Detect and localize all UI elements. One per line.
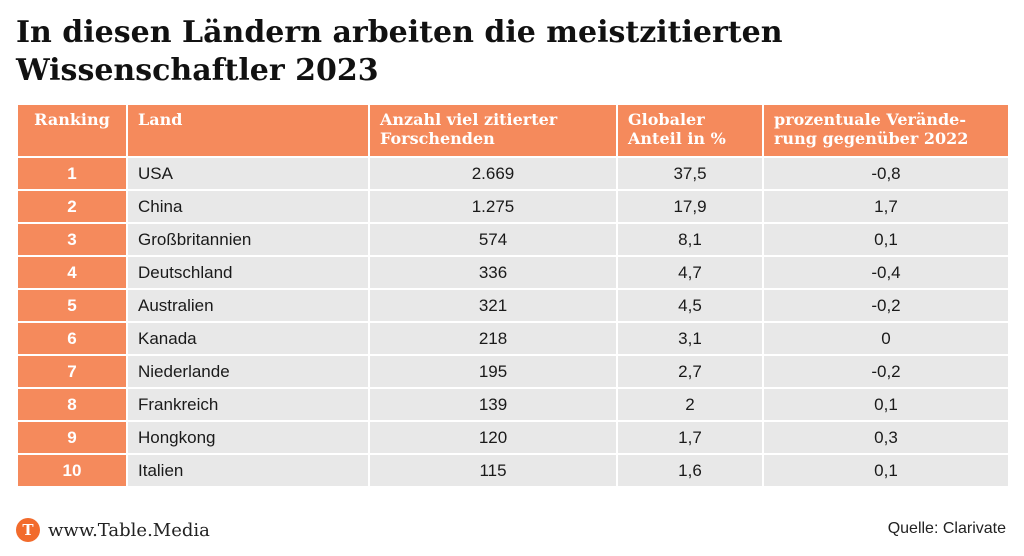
cell-ranking: 3 bbox=[18, 224, 126, 255]
cell-anteil: 1,7 bbox=[618, 422, 762, 453]
cell-anzahl: 115 bbox=[370, 455, 616, 486]
cell-land: Italien bbox=[128, 455, 368, 486]
cell-land: Großbritannien bbox=[128, 224, 368, 255]
data-table: Ranking Land Anzahl viel zitierter Forsc… bbox=[16, 103, 1010, 488]
table-row: 10 Italien 115 1,6 0,1 bbox=[18, 455, 1008, 486]
cell-anteil: 8,1 bbox=[618, 224, 762, 255]
cell-land: Hongkong bbox=[128, 422, 368, 453]
source-label: Quelle: bbox=[887, 520, 939, 537]
footer-brand: T www.Table.Media bbox=[16, 518, 210, 542]
table-row: 2 China 1.275 17,9 1,7 bbox=[18, 191, 1008, 222]
cell-veraenderung: -0,2 bbox=[764, 290, 1008, 321]
source-note: Quelle: Clarivate bbox=[888, 520, 1006, 538]
table-row: 7 Niederlande 195 2,7 -0,2 bbox=[18, 356, 1008, 387]
cell-anzahl: 218 bbox=[370, 323, 616, 354]
cell-ranking: 10 bbox=[18, 455, 126, 486]
cell-veraenderung: 0,1 bbox=[764, 224, 1008, 255]
header-anteil: Globaler Anteil in % bbox=[618, 105, 762, 156]
cell-anzahl: 120 bbox=[370, 422, 616, 453]
cell-anteil: 3,1 bbox=[618, 323, 762, 354]
cell-anzahl: 195 bbox=[370, 356, 616, 387]
cell-land: Niederlande bbox=[128, 356, 368, 387]
cell-ranking: 9 bbox=[18, 422, 126, 453]
cell-ranking: 2 bbox=[18, 191, 126, 222]
cell-land: China bbox=[128, 191, 368, 222]
cell-land: Kanada bbox=[128, 323, 368, 354]
cell-anzahl: 2.669 bbox=[370, 158, 616, 189]
chart-title: In diesen Ländern arbeiten die meistziti… bbox=[16, 15, 783, 88]
cell-anzahl: 336 bbox=[370, 257, 616, 288]
cell-anteil: 4,5 bbox=[618, 290, 762, 321]
cell-ranking: 8 bbox=[18, 389, 126, 420]
cell-anteil: 17,9 bbox=[618, 191, 762, 222]
cell-anteil: 4,7 bbox=[618, 257, 762, 288]
cell-land: USA bbox=[128, 158, 368, 189]
cell-anzahl: 1.275 bbox=[370, 191, 616, 222]
table-row: 4 Deutschland 336 4,7 -0,4 bbox=[18, 257, 1008, 288]
cell-anzahl: 321 bbox=[370, 290, 616, 321]
cell-veraenderung: 0,3 bbox=[764, 422, 1008, 453]
cell-ranking: 7 bbox=[18, 356, 126, 387]
site-url: www.Table.Media bbox=[48, 519, 210, 541]
cell-ranking: 4 bbox=[18, 257, 126, 288]
source-name: Clarivate bbox=[942, 520, 1006, 537]
cell-anzahl: 139 bbox=[370, 389, 616, 420]
cell-anteil: 1,6 bbox=[618, 455, 762, 486]
table-media-logo-icon: T bbox=[16, 518, 40, 542]
cell-anzahl: 574 bbox=[370, 224, 616, 255]
cell-anteil: 2,7 bbox=[618, 356, 762, 387]
cell-veraenderung: 0,1 bbox=[764, 389, 1008, 420]
table-row: 3 Großbritannien 574 8,1 0,1 bbox=[18, 224, 1008, 255]
cell-veraenderung: -0,4 bbox=[764, 257, 1008, 288]
cell-land: Australien bbox=[128, 290, 368, 321]
cell-veraenderung: 1,7 bbox=[764, 191, 1008, 222]
cell-land: Frankreich bbox=[128, 389, 368, 420]
header-anzahl: Anzahl viel zitierter Forschenden bbox=[370, 105, 616, 156]
table-body: 1 USA 2.669 37,5 -0,8 2 China 1.275 17,9 1,7 3 Groß… bbox=[18, 158, 1008, 486]
table-row: 9 Hongkong 120 1,7 0,3 bbox=[18, 422, 1008, 453]
table-row: 1 USA 2.669 37,5 -0,8 bbox=[18, 158, 1008, 189]
cell-anteil: 2 bbox=[618, 389, 762, 420]
table-row: 8 Frankreich 139 2 0,1 bbox=[18, 389, 1008, 420]
cell-land: Deutschland bbox=[128, 257, 368, 288]
cell-ranking: 1 bbox=[18, 158, 126, 189]
cell-anteil: 37,5 bbox=[618, 158, 762, 189]
cell-veraenderung: 0,1 bbox=[764, 455, 1008, 486]
cell-ranking: 5 bbox=[18, 290, 126, 321]
cell-veraenderung: -0,8 bbox=[764, 158, 1008, 189]
table-row: 5 Australien 321 4,5 -0,2 bbox=[18, 290, 1008, 321]
cell-veraenderung: -0,2 bbox=[764, 356, 1008, 387]
cell-ranking: 6 bbox=[18, 323, 126, 354]
table-row: 6 Kanada 218 3,1 0 bbox=[18, 323, 1008, 354]
table-header-row: Ranking Land Anzahl viel zitierter Forsc… bbox=[18, 105, 1008, 156]
cell-veraenderung: 0 bbox=[764, 323, 1008, 354]
header-ranking: Ranking bbox=[18, 105, 126, 156]
header-veraenderung: prozentuale Verände-rung gegenüber 2022 bbox=[764, 105, 1008, 156]
header-land: Land bbox=[128, 105, 368, 156]
